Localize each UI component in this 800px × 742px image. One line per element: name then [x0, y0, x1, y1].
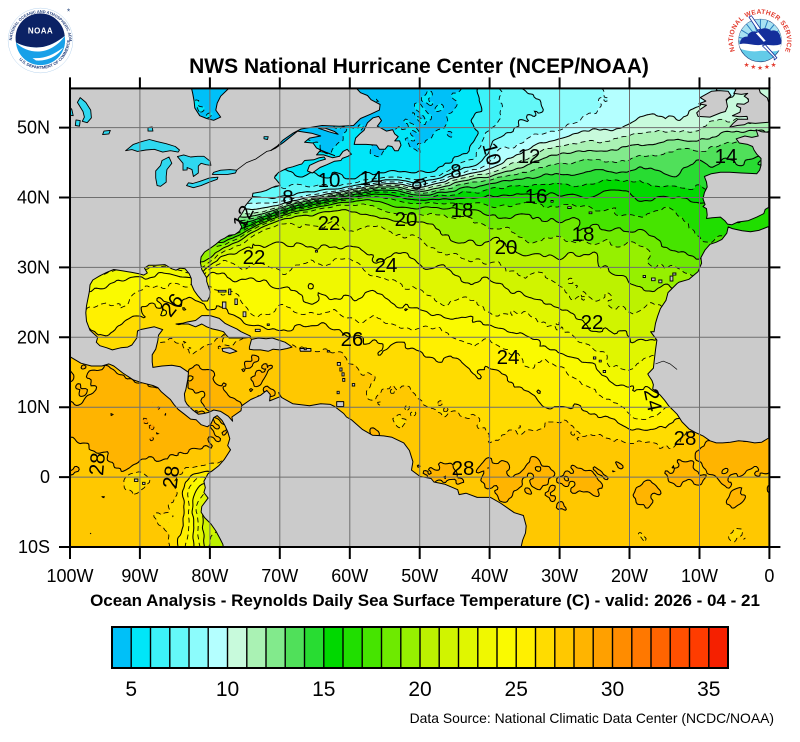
svg-text:14: 14 [360, 167, 383, 190]
svg-text:30W: 30W [541, 566, 578, 586]
svg-text:30N: 30N [17, 257, 50, 277]
svg-text:*: * [67, 8, 70, 17]
svg-text:25: 25 [505, 678, 528, 701]
svg-text:★: ★ [744, 62, 750, 69]
svg-text:★: ★ [750, 64, 756, 71]
svg-text:18: 18 [451, 199, 474, 222]
svg-text:22: 22 [243, 246, 266, 269]
svg-text:Ocean Analysis - Reynolds Dail: Ocean Analysis - Reynolds Daily Sea Surf… [90, 591, 760, 610]
svg-text:0: 0 [764, 566, 774, 586]
svg-text:20: 20 [395, 208, 418, 231]
svg-text:20: 20 [408, 678, 431, 701]
svg-text:NWS National Hurricane Center: NWS National Hurricane Center (NCEP/NOAA… [189, 55, 649, 78]
svg-text:35: 35 [697, 678, 720, 701]
svg-text:24: 24 [497, 346, 520, 369]
svg-text:22: 22 [581, 311, 604, 334]
svg-text:28: 28 [674, 427, 697, 450]
svg-text:40N: 40N [17, 188, 50, 208]
svg-text:26: 26 [341, 328, 364, 351]
svg-text:80W: 80W [191, 566, 228, 586]
svg-text:70W: 70W [261, 566, 298, 586]
svg-text:12: 12 [518, 145, 541, 168]
svg-text:NOAA: NOAA [28, 27, 53, 36]
svg-text:24: 24 [639, 387, 666, 414]
svg-text:5: 5 [125, 678, 137, 701]
svg-text:★: ★ [771, 62, 777, 69]
svg-text:24: 24 [375, 254, 398, 277]
svg-text:40W: 40W [471, 566, 508, 586]
svg-text:8: 8 [450, 160, 461, 183]
svg-text:10: 10 [216, 678, 239, 701]
svg-text:★: ★ [757, 65, 763, 72]
svg-text:28: 28 [452, 457, 475, 480]
svg-text:50N: 50N [17, 118, 50, 138]
svg-text:100W: 100W [46, 566, 93, 586]
svg-text:28: 28 [159, 464, 185, 489]
svg-text:10N: 10N [17, 397, 50, 417]
svg-text:Data Source: National Climatic: Data Source: National Climatic Data Cent… [410, 710, 774, 726]
svg-text:16: 16 [525, 185, 548, 208]
svg-text:28: 28 [85, 452, 110, 477]
svg-text:20: 20 [495, 236, 518, 259]
svg-text:30: 30 [601, 678, 624, 701]
svg-text:14: 14 [715, 145, 738, 168]
svg-text:10: 10 [318, 169, 341, 192]
svg-text:20W: 20W [611, 566, 648, 586]
svg-text:★: ★ [764, 64, 770, 71]
svg-text:18: 18 [572, 223, 595, 246]
svg-text:15: 15 [312, 678, 335, 701]
svg-text:20N: 20N [17, 327, 50, 347]
svg-text:22: 22 [318, 212, 341, 235]
svg-text:10W: 10W [681, 566, 718, 586]
svg-text:50W: 50W [401, 566, 438, 586]
svg-text:8: 8 [282, 186, 293, 209]
svg-text:10S: 10S [18, 537, 50, 557]
svg-text:90W: 90W [121, 566, 158, 586]
svg-text:60W: 60W [331, 566, 368, 586]
svg-text:0: 0 [40, 467, 50, 487]
